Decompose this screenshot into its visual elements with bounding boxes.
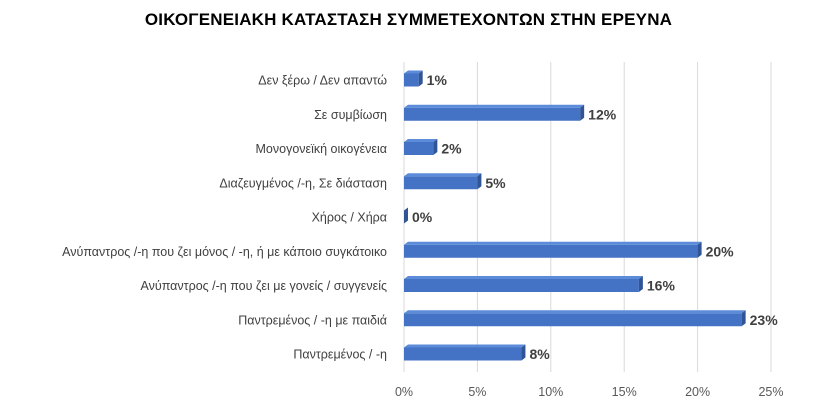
bar-front bbox=[404, 347, 522, 361]
x-axis-ticks: 0% 5% 10% 15% 20% 25% bbox=[395, 385, 784, 399]
data-label: 8% bbox=[529, 346, 550, 362]
category-label: Δεν ξέρω / Δεν απαντώ bbox=[258, 74, 387, 88]
bar-front bbox=[404, 313, 742, 327]
bar bbox=[404, 241, 702, 258]
bar-top bbox=[404, 139, 438, 142]
category-label: Ανύπαντρος /-η που ζει με γονείς / συγγε… bbox=[141, 279, 387, 293]
bar-top bbox=[404, 104, 585, 108]
bar-side bbox=[741, 310, 746, 327]
bar bbox=[404, 173, 482, 190]
bar-side bbox=[521, 344, 526, 361]
bar bbox=[404, 139, 438, 155]
bar bbox=[404, 310, 746, 327]
x-tick-label: 15% bbox=[612, 385, 637, 399]
category-label: Μονογονεϊκή οικογένεια bbox=[256, 142, 387, 156]
bar-side bbox=[477, 173, 482, 190]
x-tick-label: 20% bbox=[685, 385, 710, 399]
bar-top bbox=[404, 241, 702, 245]
category-label: Ανύπαντρος /-η που ζει μόνος / -η, ή με … bbox=[62, 245, 387, 259]
data-label: 5% bbox=[485, 175, 506, 191]
category-label: Παντρεμένος / -η bbox=[293, 348, 387, 362]
bar-front bbox=[404, 73, 419, 87]
bar-top bbox=[404, 70, 423, 74]
data-label: 1% bbox=[427, 72, 448, 88]
bar-top bbox=[404, 173, 482, 177]
category-label: Διαζευγμένος /-η, Σε διάσταση bbox=[219, 176, 387, 190]
data-label: 12% bbox=[588, 106, 617, 122]
data-label: 23% bbox=[750, 312, 779, 328]
bar bbox=[404, 104, 585, 121]
bar bbox=[404, 207, 408, 224]
bar bbox=[404, 70, 423, 87]
bar-side bbox=[433, 139, 438, 155]
bar bbox=[404, 344, 526, 361]
data-label: 0% bbox=[412, 209, 433, 225]
category-label: Παντρεμένος / -η με παιδιά bbox=[238, 313, 387, 327]
bar-side bbox=[580, 104, 585, 121]
data-label: 20% bbox=[706, 243, 735, 259]
bar-side bbox=[638, 276, 643, 292]
bar-front bbox=[404, 279, 639, 292]
bar-front bbox=[404, 176, 478, 190]
x-tick-label: 0% bbox=[395, 385, 413, 399]
category-label: Σε συμβίωση bbox=[314, 108, 387, 122]
data-label: 2% bbox=[441, 141, 462, 157]
bar-front bbox=[404, 244, 698, 258]
bar-front bbox=[404, 142, 434, 155]
chart-title: ΟΙΚΟΓΕΝΕΙΑΚΗ ΚΑΤΑΣΤΑΣΗ ΣΥΜΜΕΤΕΧΟΝΤΩΝ ΣΤΗ… bbox=[144, 10, 673, 29]
data-label: 16% bbox=[647, 278, 676, 294]
x-tick-label: 5% bbox=[468, 385, 486, 399]
bars bbox=[404, 70, 746, 361]
category-labels: Δεν ξέρω / Δεν απαντώ Σε συμβίωση Μονογονε… bbox=[62, 74, 387, 362]
bar-side bbox=[404, 207, 408, 224]
bar-top bbox=[404, 276, 643, 279]
x-tick-label: 10% bbox=[538, 385, 563, 399]
bar-front bbox=[404, 107, 581, 121]
x-tick-label: 25% bbox=[758, 385, 783, 399]
bar-top bbox=[404, 344, 526, 348]
bar bbox=[404, 276, 643, 292]
bar-side bbox=[418, 70, 423, 87]
bar-side bbox=[697, 241, 702, 258]
category-label: Χήρος / Χήρα bbox=[312, 211, 387, 225]
bar-top bbox=[404, 310, 746, 314]
data-labels: 1% 12% 2% 5% 0% 20% 16% 23% 8% bbox=[412, 72, 778, 362]
